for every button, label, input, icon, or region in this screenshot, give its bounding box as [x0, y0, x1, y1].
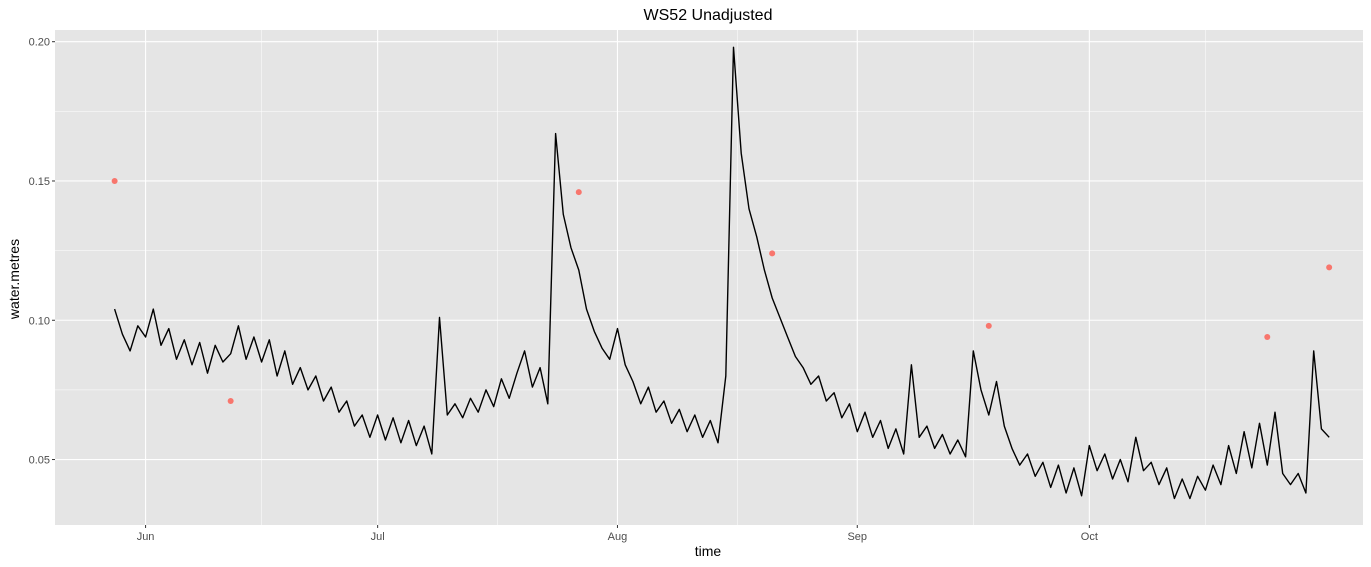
data-point	[1326, 264, 1333, 271]
water-level-line	[113, 46, 1330, 500]
data-point	[985, 322, 992, 329]
data-point	[769, 250, 776, 257]
data-point	[227, 398, 234, 405]
y-tick-label: 0.10	[29, 315, 50, 327]
data-point	[575, 189, 582, 196]
plot-panel	[55, 30, 1363, 525]
grid-minor	[55, 30, 1363, 525]
y-axis-title: water.metres	[6, 239, 22, 320]
data-point	[1264, 333, 1271, 340]
scatter-points	[111, 177, 1333, 405]
x-tick-label: Aug	[608, 531, 628, 543]
y-tick-label: 0.20	[29, 37, 50, 49]
y-tick-label: 0.15	[29, 176, 50, 188]
y-axis: 0.05 0.10 0.15 0.20	[29, 37, 55, 467]
x-tick-label: Jul	[371, 531, 385, 543]
x-tick-label: Sep	[847, 531, 867, 543]
x-tick-label: Oct	[1081, 531, 1098, 543]
data-point	[111, 177, 118, 184]
y-tick-label: 0.05	[29, 455, 50, 467]
chart-title: WS52 Unadjusted	[644, 7, 773, 24]
grid-major	[55, 30, 1363, 525]
x-axis: Jun Jul Aug Sep Oct	[137, 525, 1098, 543]
x-axis-title: time	[695, 543, 722, 559]
x-tick-label: Jun	[137, 531, 155, 543]
